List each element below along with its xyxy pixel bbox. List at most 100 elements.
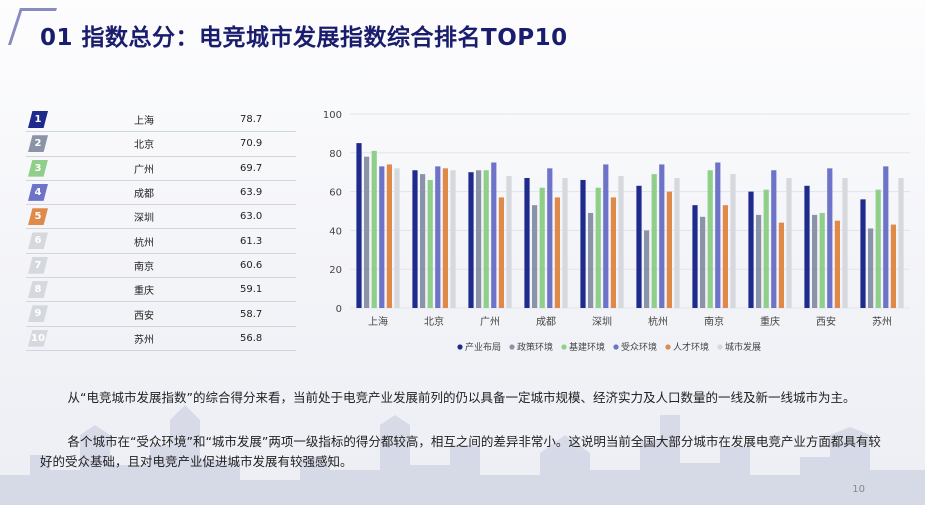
y-tick-label: 60 <box>329 188 342 199</box>
bar <box>371 150 377 308</box>
bar <box>588 212 594 308</box>
bar <box>618 176 624 308</box>
y-tick-label: 0 <box>336 304 342 315</box>
bar <box>827 168 833 308</box>
bar <box>610 197 616 308</box>
x-tick-label: 北京 <box>424 315 444 328</box>
rank-badge: 4 <box>28 183 48 201</box>
legend-label: 产业布局 <box>465 341 501 353</box>
bar <box>883 166 889 308</box>
bar <box>580 179 586 308</box>
ranking-table: 1 上海 78.7 2 北京 70.9 3 广州 69.7 4 成都 63.9 5 深圳 63.0 6 杭州 61… <box>26 108 296 351</box>
legend-marker <box>457 344 463 350</box>
bar <box>763 189 769 308</box>
legend-marker <box>509 344 515 350</box>
ranking-row: 1 上海 78.7 <box>26 108 296 133</box>
bar <box>379 166 385 308</box>
bar <box>674 178 680 308</box>
x-tick-label: 广州 <box>480 316 500 328</box>
rank-city: 重庆 <box>134 286 154 298</box>
legend-marker <box>665 344 671 350</box>
y-tick-label: 100 <box>323 110 342 121</box>
ranking-row: 8 重庆 59.1 <box>26 278 296 303</box>
rank-score: 63.9 <box>240 187 263 199</box>
rank-score: 60.6 <box>240 259 263 271</box>
bar <box>603 164 609 308</box>
rank-city: 南京 <box>134 261 154 273</box>
rank-score: 63.0 <box>240 211 263 223</box>
bar <box>468 172 474 308</box>
x-tick-label: 南京 <box>704 315 724 328</box>
bar <box>834 220 840 308</box>
rank-city: 广州 <box>134 164 154 176</box>
bar <box>722 205 728 308</box>
page-number: 10 <box>852 484 865 495</box>
bar <box>804 185 810 308</box>
bar <box>539 187 545 308</box>
legend-label: 受众环境 <box>621 341 657 353</box>
y-tick-label: 80 <box>329 149 342 160</box>
bar <box>476 170 482 308</box>
bar <box>707 170 713 308</box>
bar <box>554 197 560 308</box>
bar <box>644 230 650 308</box>
bar <box>819 212 825 308</box>
bar <box>483 170 489 308</box>
ranking-row: 7 南京 60.6 <box>26 254 296 279</box>
rank-badge: 10 <box>28 329 48 347</box>
bar <box>506 176 512 308</box>
legend-label: 城市发展 <box>725 341 761 353</box>
bar <box>715 162 721 308</box>
bar <box>756 214 762 308</box>
bar <box>700 216 706 308</box>
bar <box>636 185 642 308</box>
bar <box>771 170 777 308</box>
rank-badge: 5 <box>28 208 48 226</box>
bar <box>562 178 568 308</box>
bar <box>748 191 754 308</box>
x-tick-label: 杭州 <box>648 315 668 328</box>
rank-score: 56.8 <box>240 332 263 344</box>
bar <box>442 168 448 308</box>
bar <box>842 178 848 308</box>
bar <box>860 199 866 308</box>
rank-score: 78.7 <box>240 114 263 126</box>
bar <box>394 168 400 308</box>
bar <box>875 189 881 308</box>
x-tick-label: 苏州 <box>872 315 892 328</box>
rank-badge: 9 <box>28 305 48 323</box>
rank-city: 苏州 <box>134 334 154 346</box>
ranking-row: 6 杭州 61.3 <box>26 229 296 254</box>
rank-city: 北京 <box>134 140 154 152</box>
bar <box>386 164 392 308</box>
y-tick-label: 20 <box>329 265 342 276</box>
bar <box>524 178 530 308</box>
bar <box>778 222 784 308</box>
x-tick-label: 深圳 <box>592 316 612 328</box>
x-tick-label: 上海 <box>368 315 388 328</box>
bar <box>532 205 538 308</box>
ranking-row: 4 成都 63.9 <box>26 181 296 206</box>
bar <box>890 224 896 308</box>
rank-badge: 8 <box>28 281 48 299</box>
bar-chart: 0 20 40 60 80 100 上海 北京 广州 成都 深圳 杭州 南京 重庆 西安 苏州 产业布局 政策环境… <box>310 100 910 360</box>
rank-score: 70.9 <box>240 138 263 150</box>
bar <box>666 191 672 308</box>
ranking-row: 2 北京 70.9 <box>26 132 296 157</box>
legend-label: 人才环境 <box>673 341 709 353</box>
bar <box>547 168 553 308</box>
legend-label: 基建环境 <box>569 341 605 353</box>
paragraph-2: 各个城市在“受众环境”和“城市发展”两项一级指标的得分都较高，相互之间的差异非常… <box>40 434 881 469</box>
ranking-row: 9 西安 58.7 <box>26 302 296 327</box>
bar <box>427 179 433 308</box>
rank-score: 58.7 <box>240 308 263 320</box>
page-title: 01 指数总分：电竞城市发展指数综合排名TOP10 <box>40 25 568 51</box>
rank-badge: 7 <box>28 256 48 274</box>
rank-city: 西安 <box>134 310 154 322</box>
bar <box>659 164 665 308</box>
rank-city: 成都 <box>134 189 154 201</box>
legend-marker <box>561 344 567 350</box>
bar <box>651 174 657 308</box>
bar <box>356 143 362 308</box>
